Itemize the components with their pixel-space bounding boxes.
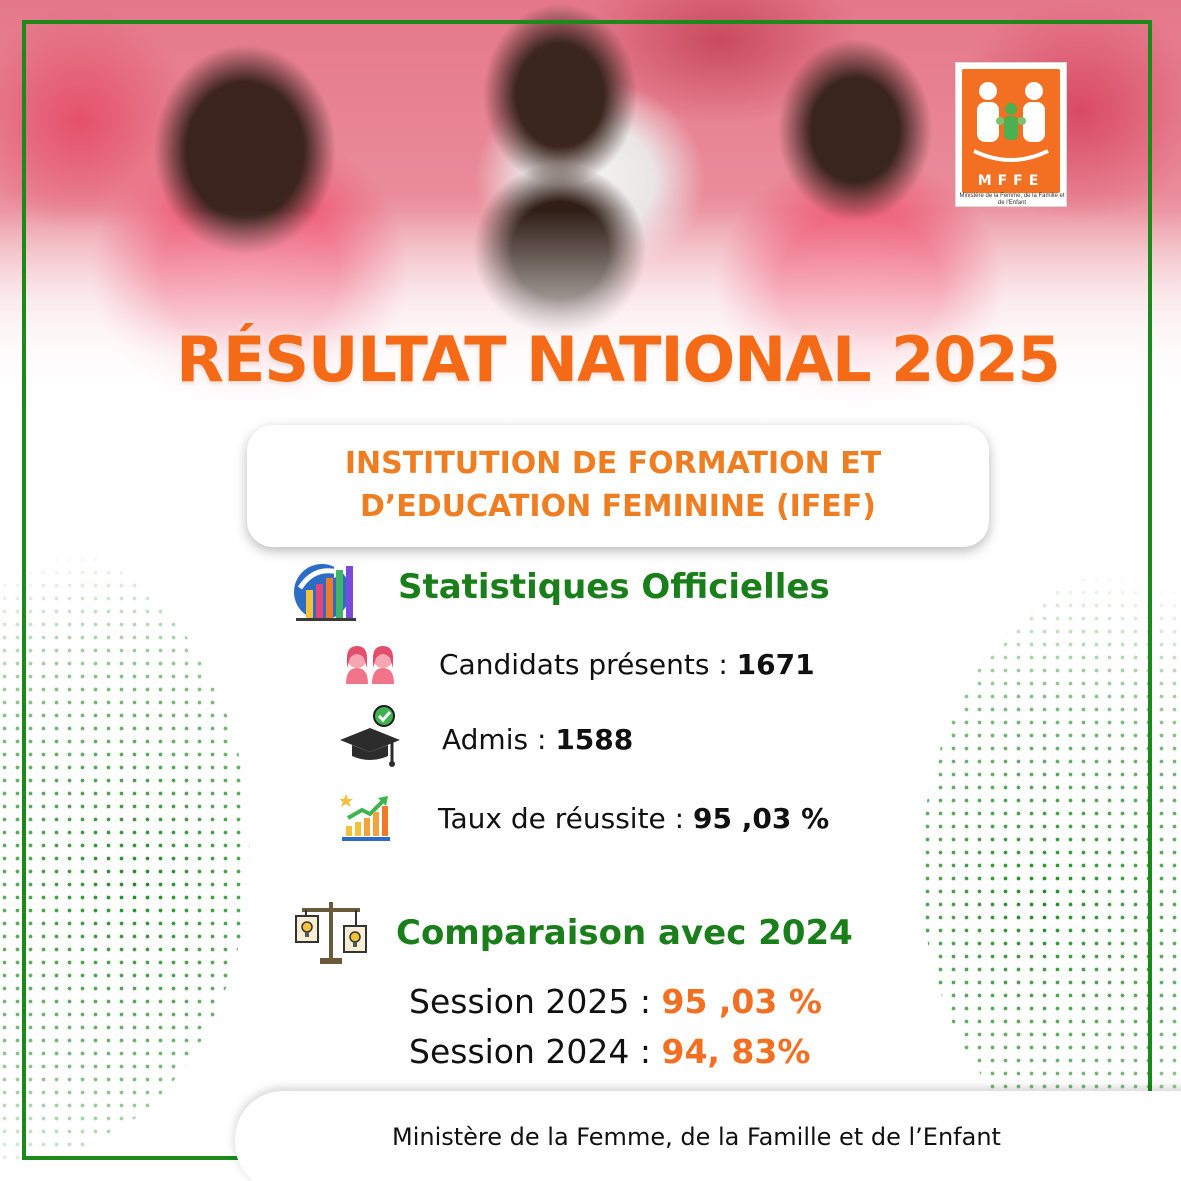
bar-chart-icon (294, 564, 356, 621)
students-icon (346, 646, 394, 684)
stat-candidates-value: 1671 (736, 648, 815, 681)
comparison-heading: Comparaison avec 2024 (396, 913, 853, 953)
mffe-logo: MFFE Ministère de la Femme, de la Famill… (955, 62, 1067, 207)
stat-admitted-label: Admis : (442, 723, 556, 756)
stats-heading: Statistiques Officielles (398, 567, 830, 607)
session-2024-label: Session 2024 : (409, 1032, 662, 1071)
session-2025-value: 95 ,03 % (661, 982, 822, 1021)
stat-candidates: Candidats présents : 1671 (439, 648, 815, 681)
growth-chart-icon (340, 794, 390, 841)
institution-line-2: D’EDUCATION FEMININE (IFEF) (359, 489, 877, 524)
logo-letters: MFFE (977, 173, 1045, 189)
institution-card: INSTITUTION DE FORMATION ET D’EDUCATION … (247, 425, 989, 547)
family-icon (973, 82, 1049, 162)
stat-success-rate: Taux de réussite : 95 ,03 % (438, 802, 829, 835)
session-2025: Session 2025 : 95 ,03 % (409, 982, 822, 1021)
session-2024: Session 2024 : 94, 83% (409, 1032, 810, 1071)
page-title: RÉSULTAT NATIONAL 2025 (176, 323, 1061, 396)
footer-text: Ministère de la Femme, de la Famille et … (392, 1123, 1001, 1151)
session-2025-label: Session 2025 : (409, 982, 662, 1021)
stat-admitted: Admis : 1588 (442, 723, 633, 756)
logo-subtitle: Ministère de la Femme, de la Famille et … (959, 193, 1065, 206)
institution-line-1: INSTITUTION DE FORMATION ET (344, 446, 882, 481)
stat-admitted-value: 1588 (555, 723, 634, 756)
stat-success-rate-value: 95 ,03 % (693, 802, 830, 835)
session-2024-value: 94, 83% (661, 1032, 811, 1071)
balance-scale-icon (295, 902, 367, 964)
footer-banner: Ministère de la Femme, de la Famille et … (235, 1091, 1181, 1181)
stat-candidates-label: Candidats présents : (439, 648, 737, 681)
graduation-cap-icon (340, 705, 400, 767)
stat-success-rate-label: Taux de réussite : (438, 802, 694, 835)
logo-emblem: MFFE (962, 69, 1060, 193)
